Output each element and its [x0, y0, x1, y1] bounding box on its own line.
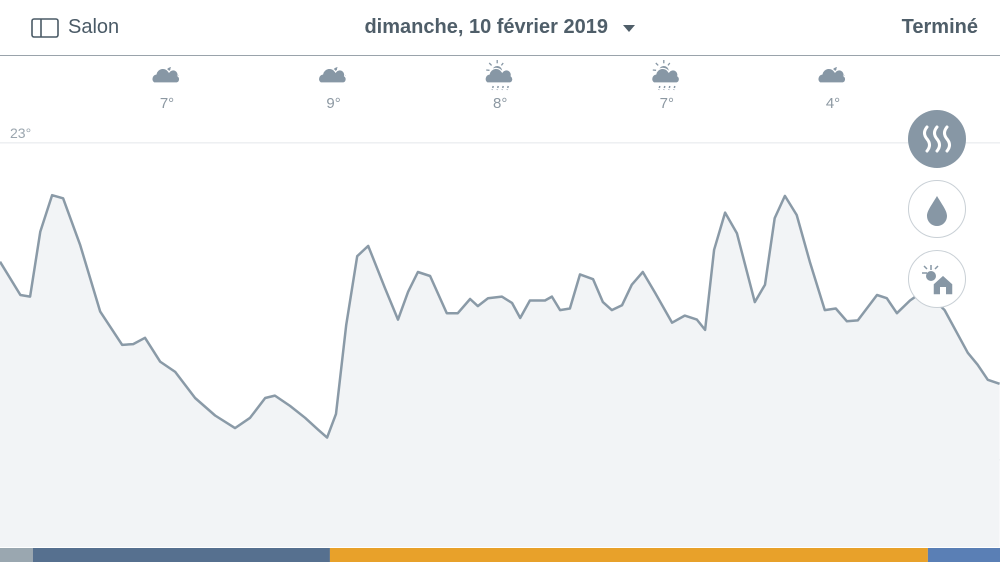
weather-icon — [484, 60, 514, 91]
outdoor-button[interactable] — [908, 250, 966, 308]
temperature-line — [0, 193, 1000, 439]
rain — [491, 85, 494, 91]
sun-ray — [488, 62, 493, 66]
date-selector[interactable]: dimanche, 10 février 2019 — [364, 16, 635, 38]
done-button[interactable]: Terminé — [901, 16, 978, 38]
schedule-segment — [32, 548, 330, 562]
y-tick-label: 23° — [10, 125, 31, 141]
cloud — [484, 67, 514, 84]
cloud — [651, 67, 681, 84]
heating-icon — [923, 125, 951, 153]
schedule-segment — [927, 548, 1000, 562]
room-name: Salon — [68, 16, 120, 38]
weather-temp: 8° — [493, 95, 507, 112]
schedule-segment — [329, 548, 928, 562]
weather-temp: 7° — [660, 95, 674, 112]
sun-ray — [655, 62, 659, 66]
humidity-button[interactable] — [908, 180, 966, 238]
room-icon — [31, 17, 59, 38]
header: Salon dimanche, 10 février 2019 Terminé — [0, 0, 1000, 56]
sun-ray — [500, 62, 504, 66]
rain — [501, 85, 504, 91]
cloud — [817, 67, 847, 84]
weather-icon — [651, 60, 681, 91]
date-wrap: dimanche, 10 février 2019 — [0, 16, 1000, 39]
weather-icon — [317, 67, 347, 84]
rain — [506, 85, 509, 91]
sun-ray — [667, 62, 671, 66]
rain — [658, 85, 661, 91]
heating-button[interactable] — [908, 110, 966, 168]
date-label: dimanche, 10 février 2019 — [364, 16, 608, 38]
humidity-icon — [927, 196, 947, 226]
weather-temp: 9° — [326, 95, 340, 112]
cloud — [317, 67, 347, 84]
weather-icon — [817, 67, 847, 84]
weather-temp: 7° — [160, 95, 174, 112]
dropdown-arrow — [622, 25, 635, 32]
schedule-segment — [0, 548, 33, 562]
cloud — [151, 67, 181, 84]
room-selector[interactable]: Salon — [30, 16, 119, 39]
weather-temp: 4° — [826, 95, 840, 112]
weather-icon — [151, 67, 181, 84]
line-area — [0, 195, 1000, 547]
rain — [673, 85, 676, 91]
outdoor-icon — [922, 265, 954, 296]
rain — [668, 85, 671, 91]
rain — [663, 85, 666, 91]
rain — [496, 85, 499, 91]
